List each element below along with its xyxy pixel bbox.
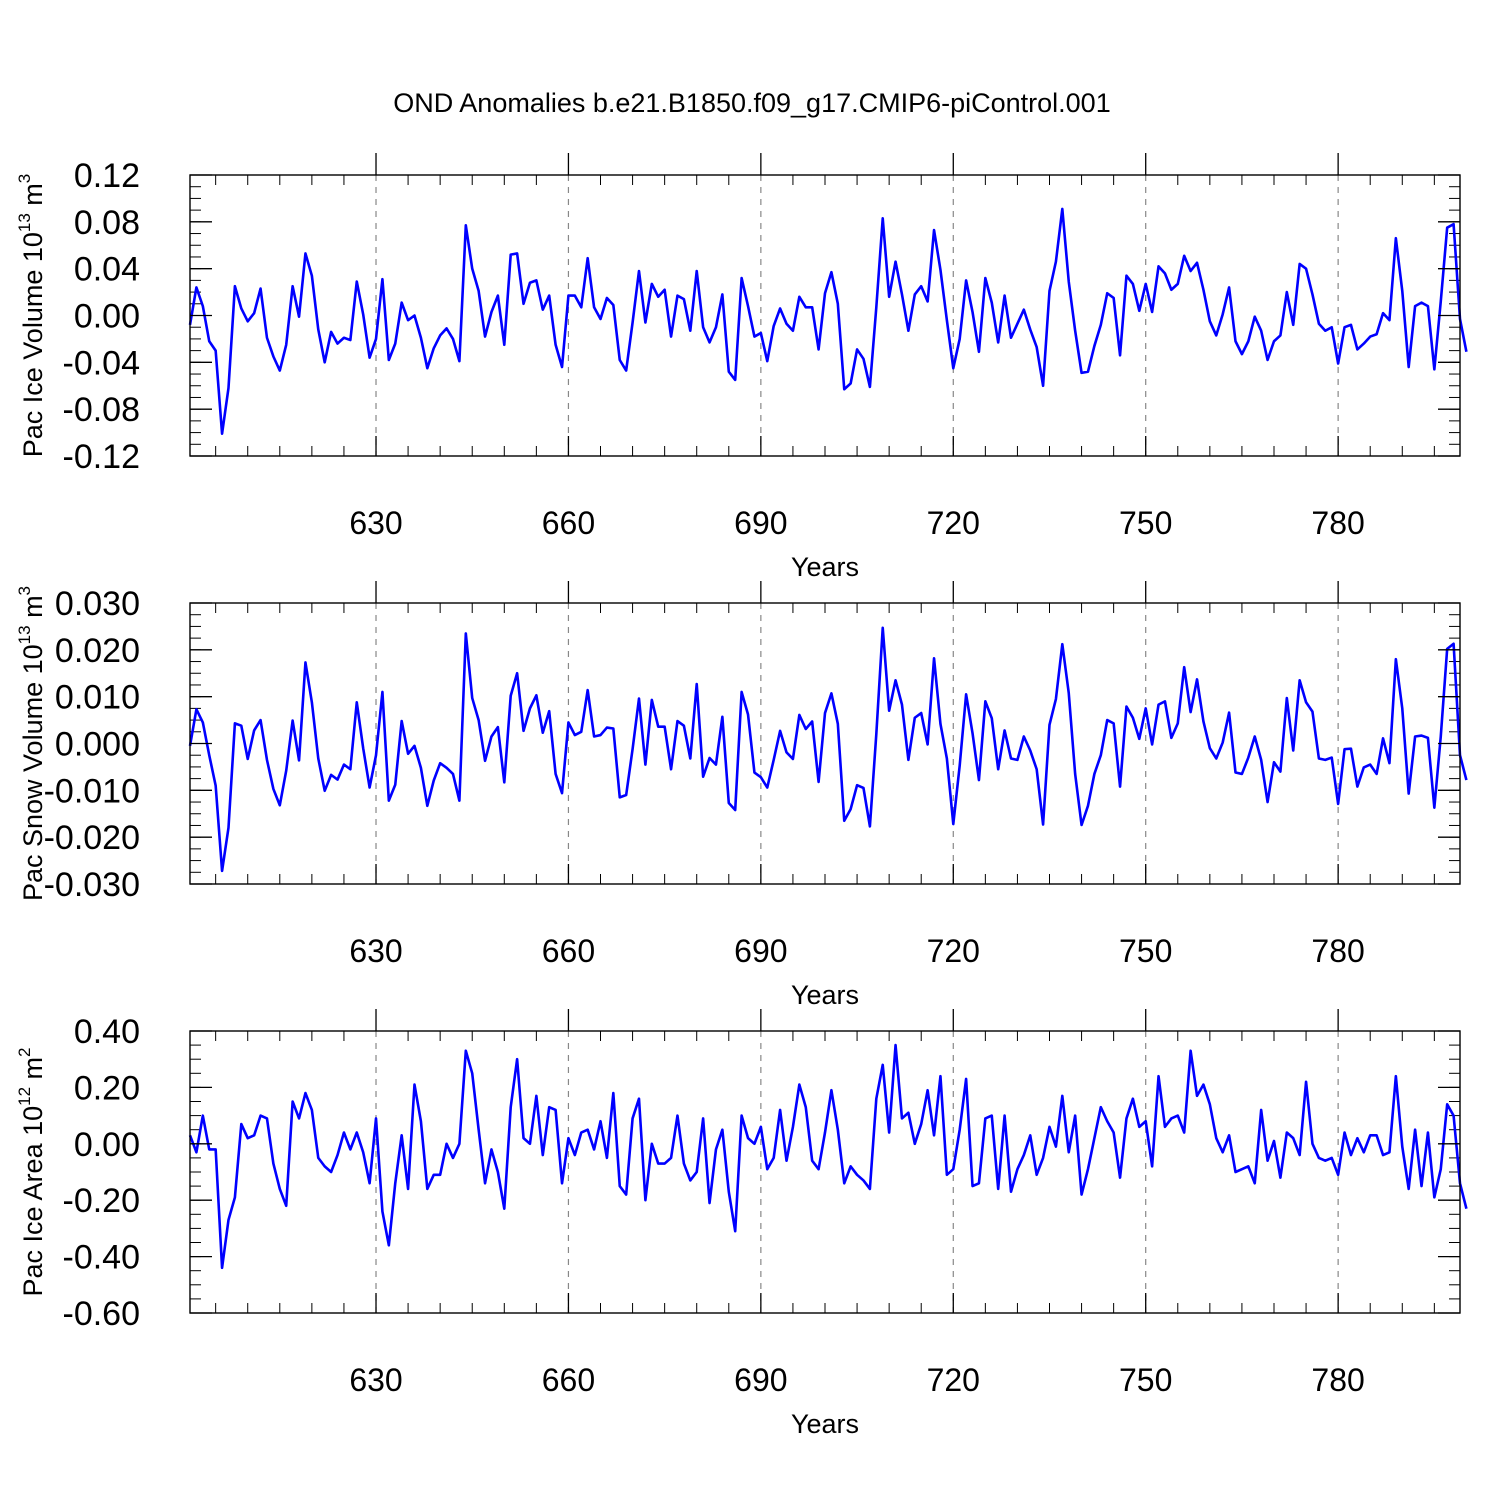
y-tick-label: 0.08 (74, 204, 140, 242)
x-tick-label: 780 (1311, 933, 1364, 969)
x-axis-title: Years (791, 1409, 859, 1439)
x-tick-label: 780 (1311, 505, 1364, 541)
y-tick-label: -0.08 (63, 391, 141, 429)
series-line (188, 1043, 1468, 1270)
x-tick-label: 630 (349, 933, 402, 969)
y-tick-label: 0.00 (74, 1126, 140, 1164)
x-tick-label: 690 (734, 505, 787, 541)
y-tick-label: -0.030 (44, 866, 140, 904)
y-axis-title: Pac Snow Volume 1013 m3 (15, 586, 48, 901)
x-tick-label: 660 (542, 933, 595, 969)
y-tick-label: -0.20 (63, 1182, 141, 1220)
x-axis-title: Years (791, 980, 859, 1010)
panel-1: -0.12 -0.08 -0.04 0.00 0.04 0.08 0.12 630 660 690… (15, 153, 1468, 582)
chart-title: OND Anomalies b.e21.B1850.f09_g17.CMIP6-… (393, 88, 1110, 118)
x-tick-label: 660 (542, 1362, 595, 1398)
y-tick-label: -0.010 (44, 772, 140, 810)
y-axis-title: Pac Ice Volume 1013 m3 (15, 174, 48, 458)
x-tick-label: 690 (734, 1362, 787, 1398)
plot-frame (189, 1030, 1461, 1314)
y-tick-label: 0.020 (55, 632, 140, 670)
x-tick-label: 720 (927, 505, 980, 541)
x-tick-label: 660 (542, 505, 595, 541)
y-tick-label: 0.030 (55, 585, 140, 623)
y-tick-label: 0.000 (55, 726, 140, 764)
y-tick-label: -0.12 (63, 438, 141, 476)
x-tick-label: 750 (1119, 505, 1172, 541)
y-tick-label: 0.40 (74, 1013, 140, 1051)
x-tick-label: 750 (1119, 933, 1172, 969)
panel-3: -0.60 -0.40 -0.20 0.00 0.20 0.40 630 660 690 720 7… (15, 1009, 1468, 1439)
x-tick-label: 720 (927, 1362, 980, 1398)
plot-frame (189, 602, 1461, 885)
y-tick-label: 0.12 (74, 157, 140, 195)
x-tick-label: 690 (734, 933, 787, 969)
x-tick-label: 630 (349, 1362, 402, 1398)
y-tick-label: 0.010 (55, 679, 140, 717)
x-tick-label: 780 (1311, 1362, 1364, 1398)
panel-2: -0.030 -0.020 -0.010 0.000 0.010 0.020 0.030 63… (15, 581, 1468, 1010)
y-tick-label: -0.04 (63, 344, 141, 382)
y-tick-label: -0.60 (63, 1295, 141, 1333)
y-tick-label: 0.20 (74, 1069, 140, 1107)
y-axis-title: Pac Ice Area 1012 m2 (15, 1047, 48, 1296)
x-axis-title: Years (791, 552, 859, 582)
y-tick-label: -0.40 (63, 1239, 141, 1277)
x-tick-label: 750 (1119, 1362, 1172, 1398)
series-line (188, 207, 1468, 436)
x-tick-label: 720 (927, 933, 980, 969)
x-tick-label: 630 (349, 505, 402, 541)
y-tick-label: 0.00 (74, 298, 140, 336)
y-tick-label: -0.020 (44, 819, 140, 857)
y-tick-label: 0.04 (74, 251, 140, 289)
series-line (188, 626, 1468, 873)
plot-frame (189, 174, 1461, 457)
